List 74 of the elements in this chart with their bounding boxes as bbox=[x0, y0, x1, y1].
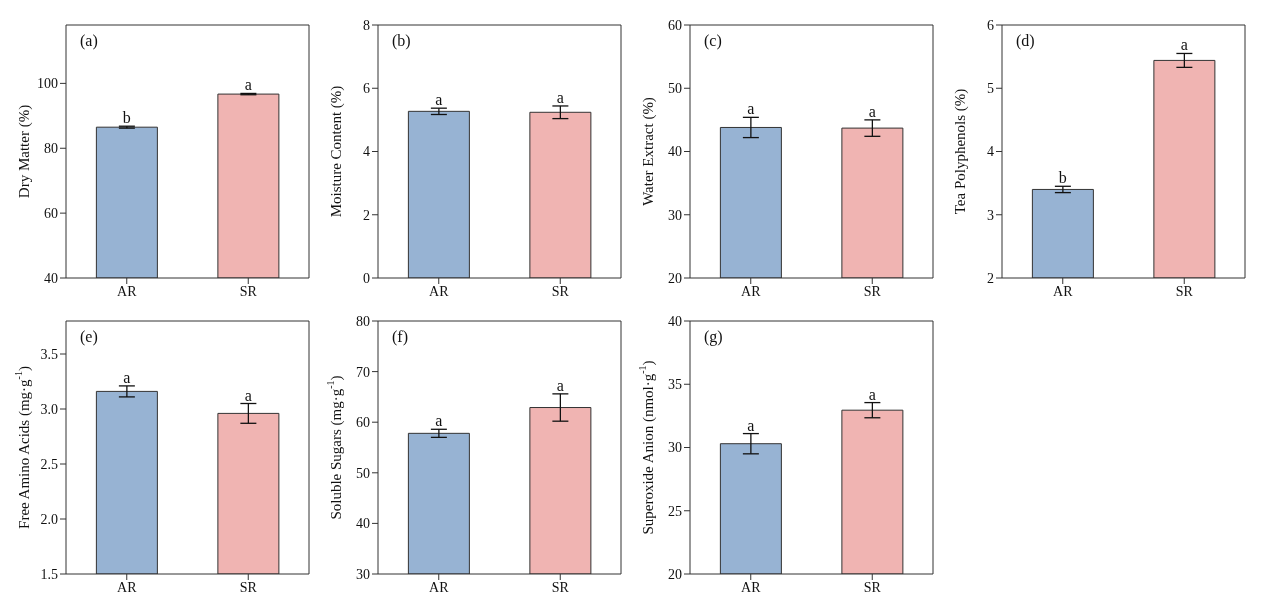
y-tick-label: 8 bbox=[363, 17, 370, 33]
y-tick-label: 60 bbox=[44, 206, 58, 222]
y-axis-title: Tea Polyphenols (%) bbox=[952, 88, 969, 215]
y-axis-title: Water Extract (%) bbox=[640, 97, 657, 206]
annotation: a bbox=[556, 376, 564, 394]
y-tick-label: 30 bbox=[668, 440, 682, 456]
annotation: (g) bbox=[704, 328, 723, 346]
y-tick-label: 80 bbox=[356, 313, 370, 329]
y-tick-label: 6 bbox=[987, 17, 994, 33]
y-axis-title: Moisture Content (%) bbox=[328, 85, 345, 218]
y-tick-label: 70 bbox=[356, 364, 370, 380]
annotation: (d) bbox=[1016, 32, 1035, 50]
annotation: a bbox=[747, 100, 755, 118]
y-tick-label: 30 bbox=[668, 207, 682, 223]
x-tick-label: AR bbox=[429, 579, 450, 595]
y-tick-label: 35 bbox=[668, 377, 682, 393]
y-tick-label: 30 bbox=[356, 566, 370, 582]
annotation: a bbox=[868, 102, 876, 120]
y-tick-label: 2 bbox=[987, 270, 994, 286]
y-tick-label: 0 bbox=[363, 270, 370, 286]
y-tick-label: 60 bbox=[668, 17, 682, 33]
y-tick-label: 4 bbox=[987, 144, 994, 160]
y-axis-title: Dry Matter (%) bbox=[16, 104, 33, 199]
x-tick-label: AR bbox=[1053, 283, 1074, 299]
x-tick-label: SR bbox=[1175, 283, 1194, 299]
annotation: a bbox=[435, 412, 443, 430]
y-tick-label: 50 bbox=[356, 465, 370, 481]
annotation: (a) bbox=[80, 32, 98, 50]
annotation: a bbox=[244, 386, 252, 404]
annotation: a bbox=[556, 88, 564, 106]
x-tick-label: AR bbox=[117, 283, 138, 299]
x-tick-label: AR bbox=[741, 579, 762, 595]
y-tick-label: 5 bbox=[987, 81, 994, 97]
y-tick-label: 100 bbox=[37, 76, 58, 92]
annotation: (c) bbox=[704, 32, 722, 50]
x-tick-label: SR bbox=[863, 283, 882, 299]
annotation: (e) bbox=[80, 328, 98, 346]
x-tick-label: SR bbox=[551, 579, 570, 595]
x-tick-label: SR bbox=[551, 283, 570, 299]
x-tick-label: AR bbox=[429, 283, 450, 299]
y-tick-label: 20 bbox=[668, 270, 682, 286]
annotation: a bbox=[244, 76, 252, 94]
x-tick-label: SR bbox=[239, 579, 258, 595]
y-tick-label: 40 bbox=[44, 270, 58, 286]
y-tick-label: 40 bbox=[668, 313, 682, 329]
annotation: a bbox=[868, 385, 876, 403]
annotation: a bbox=[1180, 36, 1188, 54]
annotation: b bbox=[122, 109, 131, 127]
y-tick-label: 3 bbox=[987, 207, 994, 223]
annotation: a bbox=[435, 91, 443, 109]
annotation: a bbox=[123, 368, 131, 386]
annotation: (b) bbox=[392, 32, 411, 50]
y-tick-label: 3.5 bbox=[40, 346, 58, 362]
x-tick-label: AR bbox=[117, 579, 138, 595]
y-tick-label: 50 bbox=[668, 81, 682, 97]
x-tick-label: SR bbox=[863, 579, 882, 595]
y-tick-label: 80 bbox=[44, 141, 58, 157]
y-tick-label: 2.5 bbox=[40, 456, 58, 472]
annotation: (f) bbox=[392, 328, 408, 346]
y-tick-label: 4 bbox=[363, 144, 370, 160]
y-tick-label: 1.5 bbox=[40, 566, 58, 582]
y-tick-label: 2.0 bbox=[40, 511, 58, 527]
annotation: a bbox=[747, 416, 755, 434]
y-tick-label: 3.0 bbox=[40, 401, 58, 417]
y-tick-label: 2 bbox=[363, 207, 370, 223]
x-tick-label: SR bbox=[239, 283, 258, 299]
y-tick-label: 6 bbox=[363, 81, 370, 97]
y-tick-label: 60 bbox=[356, 415, 370, 431]
annotation: b bbox=[1058, 169, 1067, 187]
y-tick-label: 25 bbox=[668, 503, 682, 519]
y-tick-label: 40 bbox=[356, 516, 370, 532]
x-tick-label: AR bbox=[741, 283, 762, 299]
y-tick-label: 20 bbox=[668, 566, 682, 582]
y-tick-label: 40 bbox=[668, 144, 682, 160]
